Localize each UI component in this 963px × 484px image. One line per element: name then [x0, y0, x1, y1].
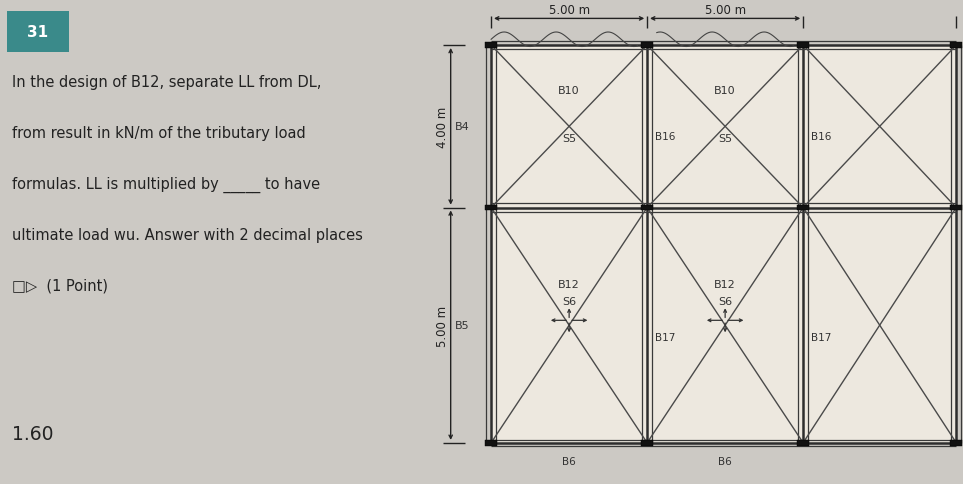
Text: B6: B6: [562, 456, 576, 466]
Text: B17: B17: [655, 333, 675, 343]
Text: B12: B12: [559, 279, 580, 289]
Bar: [950, 43, 962, 49]
Bar: [641, 205, 653, 211]
Bar: [797, 43, 809, 49]
Text: B12: B12: [715, 279, 736, 289]
Text: 31: 31: [28, 25, 48, 40]
Text: S5: S5: [562, 134, 576, 144]
Text: B4: B4: [455, 122, 470, 132]
Text: S6: S6: [718, 296, 732, 306]
Text: S5: S5: [718, 134, 732, 144]
Text: B16: B16: [811, 132, 831, 142]
Bar: [641, 440, 653, 446]
Bar: [491, 46, 956, 443]
Bar: [485, 43, 497, 49]
Bar: [641, 43, 653, 49]
Text: B5: B5: [455, 320, 470, 331]
Bar: [950, 205, 962, 211]
Bar: [485, 440, 497, 446]
Text: □▷  (1 Point): □▷ (1 Point): [12, 278, 108, 293]
Text: 5.00 m: 5.00 m: [436, 305, 450, 346]
Text: formulas. LL is multiplied by _____ to have: formulas. LL is multiplied by _____ to h…: [12, 177, 320, 193]
Text: B6: B6: [718, 456, 732, 466]
Bar: [485, 205, 497, 211]
Text: from result in kN/m of the tributary load: from result in kN/m of the tributary loa…: [12, 126, 305, 141]
FancyBboxPatch shape: [7, 12, 69, 53]
Text: 4.00 m: 4.00 m: [436, 106, 450, 148]
Text: B17: B17: [811, 333, 831, 343]
Bar: [797, 440, 809, 446]
Text: B16: B16: [655, 132, 675, 142]
Text: ultimate load wu. Answer with 2 decimal places: ultimate load wu. Answer with 2 decimal …: [12, 227, 362, 242]
Text: B10: B10: [559, 86, 580, 96]
Text: 1.60: 1.60: [12, 424, 53, 443]
Bar: [950, 440, 962, 446]
Text: In the design of B12, separate LL from DL,: In the design of B12, separate LL from D…: [12, 75, 321, 90]
Text: 5.00 m: 5.00 m: [705, 4, 745, 17]
Text: 5.00 m: 5.00 m: [549, 4, 589, 17]
Text: S6: S6: [562, 296, 576, 306]
Bar: [797, 205, 809, 211]
Text: B10: B10: [715, 86, 736, 96]
